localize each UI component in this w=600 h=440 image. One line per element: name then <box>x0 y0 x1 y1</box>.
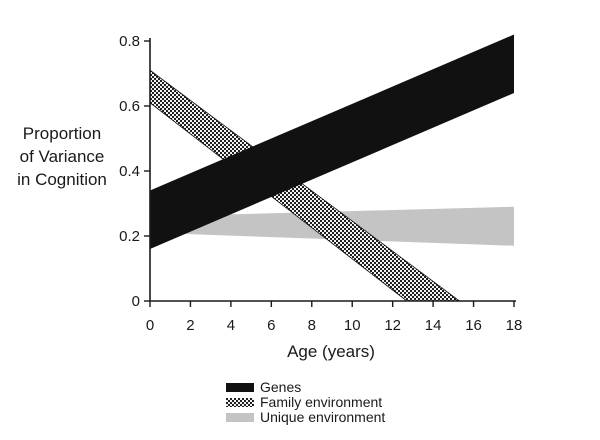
y-tick-label: 0.8 <box>119 33 140 50</box>
y-axis-title-line-1: Proportion <box>23 124 101 143</box>
x-tick-label: 18 <box>506 317 523 334</box>
x-tick-label: 16 <box>465 317 482 334</box>
axes: 0 2 4 6 8 10 12 14 16 18 0 0.2 0.4 0.6 0.8 <box>119 33 522 334</box>
plot-area <box>149 34 514 302</box>
legend-label-genes: Genes <box>260 379 301 395</box>
y-axis-title-line-2: of Variance <box>20 147 105 166</box>
x-tick-label: 10 <box>344 317 361 334</box>
x-tick-label: 12 <box>384 317 401 334</box>
legend-swatch-family-environment <box>226 398 254 407</box>
legend-swatch-genes <box>226 383 254 392</box>
band-genes <box>150 34 514 249</box>
legend-swatch-unique-environment <box>226 413 254 422</box>
y-axis-title-line-3: in Cognition <box>17 170 107 189</box>
x-tick-label: 6 <box>267 317 275 334</box>
x-axis-title: Age (years) <box>287 342 375 361</box>
legend: Genes Family environment Unique environm… <box>226 379 385 425</box>
x-tick-label: 8 <box>308 317 316 334</box>
legend-label-unique-environment: Unique environment <box>260 409 385 425</box>
x-tick-label: 4 <box>227 317 235 334</box>
y-tick-label: 0.4 <box>119 163 140 180</box>
y-tick-label: 0.6 <box>119 98 140 115</box>
y-tick-label: 0.2 <box>119 228 140 245</box>
legend-label-family-environment: Family environment <box>260 394 382 410</box>
x-tick-label: 2 <box>186 317 194 334</box>
y-tick-label: 0 <box>132 293 140 310</box>
x-tick-label: 0 <box>146 317 154 334</box>
x-tick-label: 14 <box>425 317 442 334</box>
